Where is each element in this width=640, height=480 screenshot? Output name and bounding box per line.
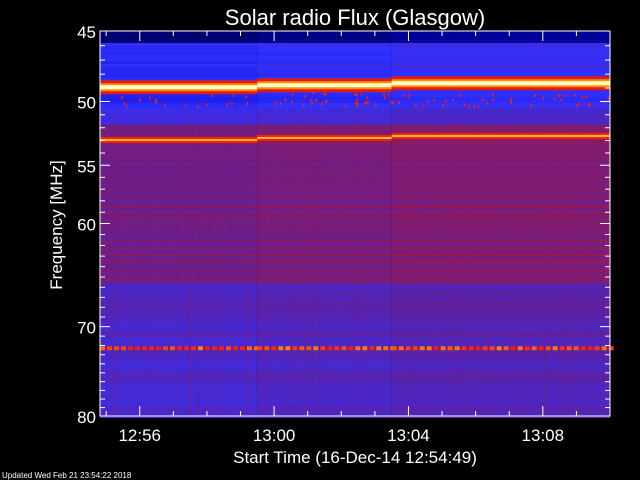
x-tick-label: 13:00	[253, 426, 296, 445]
y-tick-label: 45	[77, 23, 96, 42]
y-tick-label: 50	[77, 94, 96, 113]
x-axis-label: Start Time (16-Dec-14 12:54:49)	[233, 448, 477, 467]
y-axis-label: Frequency [MHz]	[47, 160, 66, 289]
x-tick-label: 13:08	[522, 426, 565, 445]
heatmap-area	[100, 31, 614, 418]
y-axis-ticks: 45 50 55 60 70 80	[77, 23, 610, 427]
chart-title: Solar radio Flux (Glasgow)	[225, 5, 485, 30]
y-tick-label: 80	[77, 408, 96, 427]
y-tick-label: 55	[77, 157, 96, 176]
y-tick-label: 60	[77, 216, 96, 235]
updated-timestamp: Updated Wed Feb 21 23:54:22 2018	[2, 471, 132, 480]
x-axis-ticks: 12:56 13:00 13:04 13:08	[105, 31, 577, 445]
x-tick-label: 13:04	[387, 426, 430, 445]
x-tick-label: 12:56	[118, 426, 161, 445]
y-tick-label: 70	[77, 319, 96, 338]
